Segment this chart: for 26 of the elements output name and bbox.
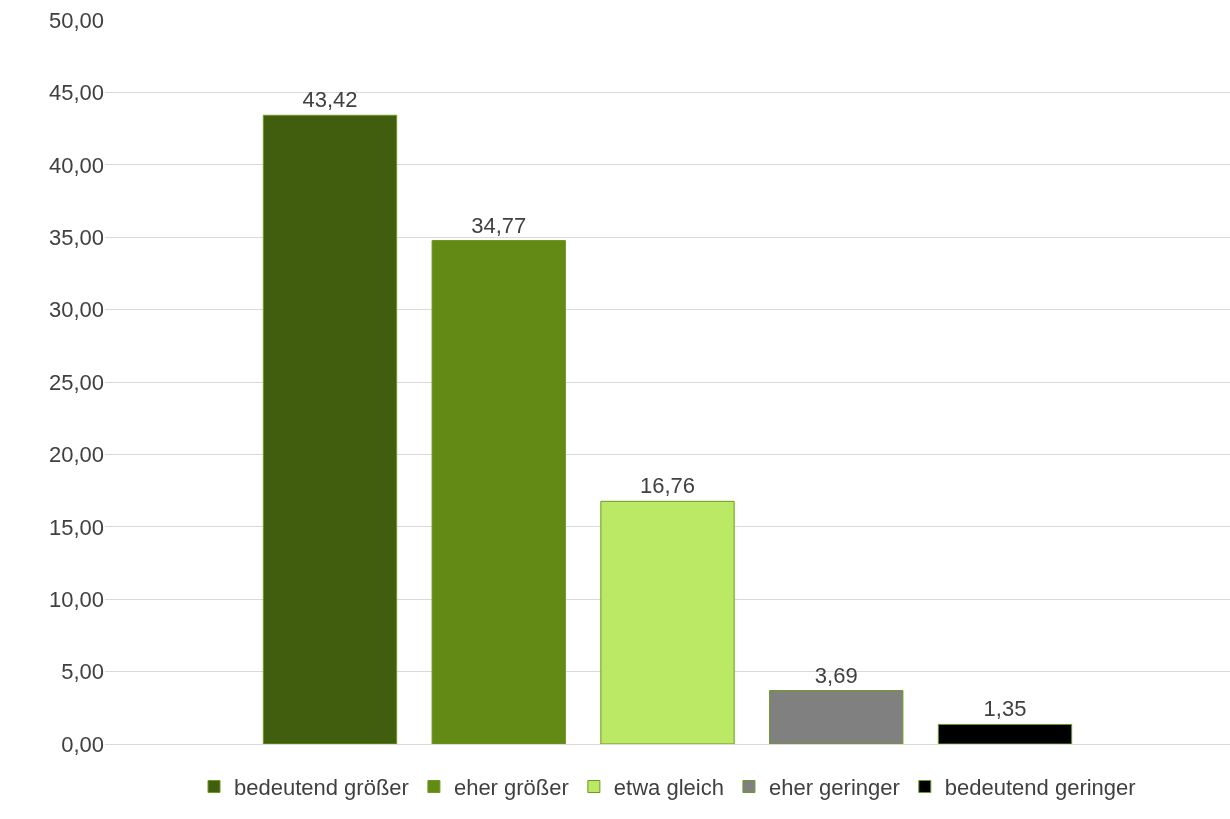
y-tick-label: 0,00 bbox=[61, 731, 104, 757]
bar bbox=[431, 240, 566, 744]
legend-label: bedeutend größer bbox=[234, 775, 409, 801]
y-tick-label: 25,00 bbox=[48, 369, 104, 395]
data-label: 1,35 bbox=[983, 696, 1027, 722]
y-tick-label: 45,00 bbox=[48, 80, 104, 106]
bar bbox=[769, 690, 904, 744]
y-tick-label: 50,00 bbox=[48, 7, 104, 33]
data-label: 16,76 bbox=[639, 473, 696, 499]
data-label: 43,42 bbox=[302, 87, 358, 113]
y-tick-label: 10,00 bbox=[48, 586, 104, 612]
y-tick-label: 20,00 bbox=[48, 442, 104, 468]
data-label: 34,77 bbox=[471, 212, 527, 238]
y-tick-label: 15,00 bbox=[48, 514, 104, 540]
legend-label: eher größer bbox=[453, 775, 569, 801]
bar bbox=[262, 114, 398, 744]
bar bbox=[937, 723, 1073, 744]
y-tick-label: 5,00 bbox=[61, 659, 104, 685]
legend-label: eher geringer bbox=[768, 775, 900, 801]
bar bbox=[600, 500, 735, 744]
data-label: 3,69 bbox=[814, 662, 858, 688]
legend-label: bedeutend geringer bbox=[944, 775, 1136, 801]
y-tick-label: 40,00 bbox=[48, 152, 104, 178]
legend-label: etwa gleich bbox=[613, 775, 724, 801]
y-tick-label: 30,00 bbox=[48, 297, 104, 323]
y-tick-label: 35,00 bbox=[48, 224, 104, 250]
